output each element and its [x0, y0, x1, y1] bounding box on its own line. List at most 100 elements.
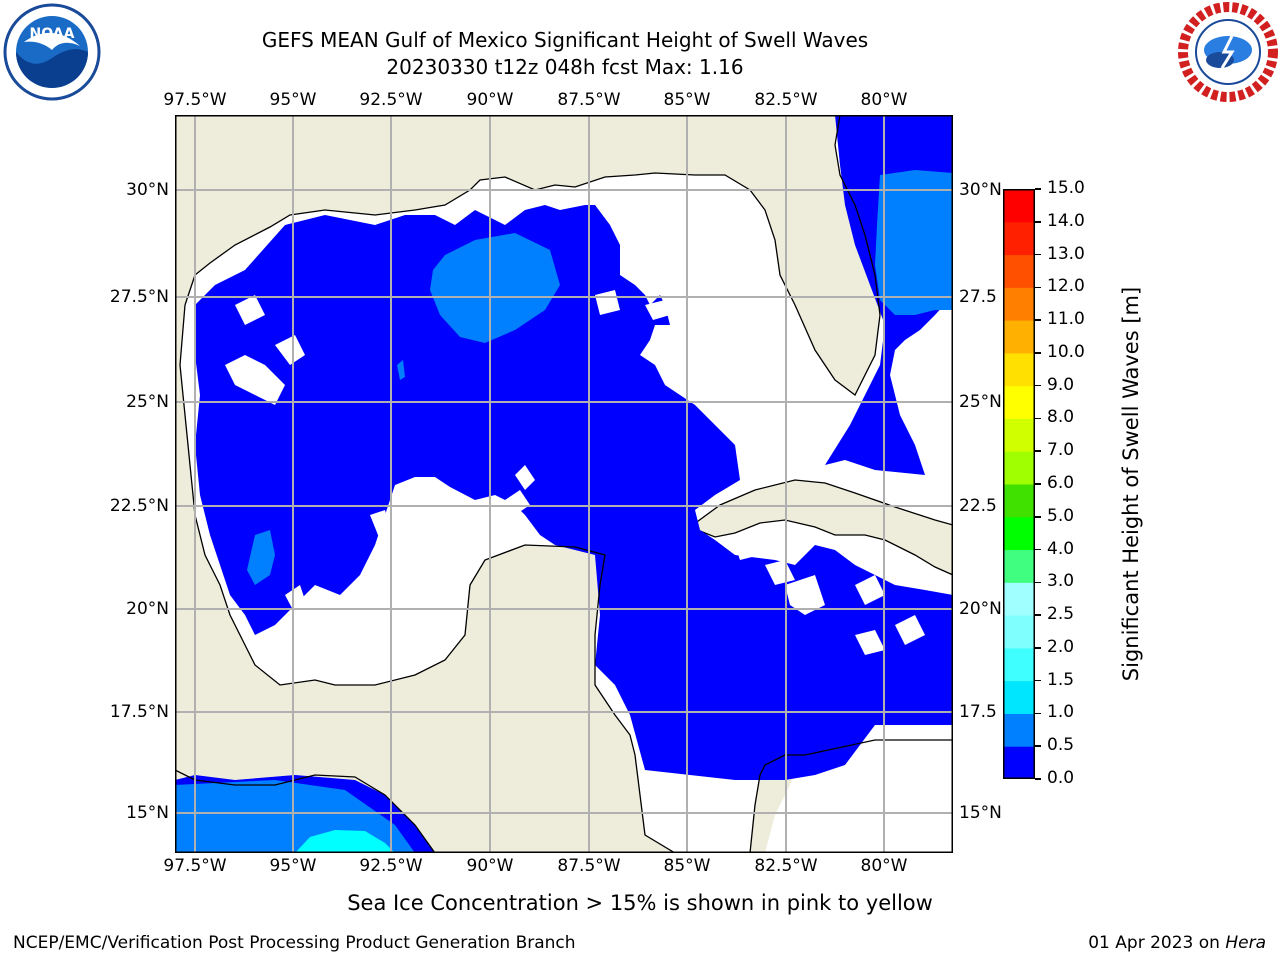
colorbar-swatch: [1003, 287, 1035, 321]
colorbar-tick-mark: [1035, 417, 1041, 420]
lat-tick-left: 30°N: [126, 180, 169, 200]
map-border: [175, 115, 953, 853]
colorbar-tick-mark: [1035, 253, 1041, 256]
colorbar-tick-mark: [1035, 450, 1041, 452]
colorbar-swatch: [1003, 320, 1035, 354]
lat-tick-left: 20°N: [126, 599, 169, 619]
colorbar-swatch: [1003, 254, 1035, 288]
colorbar-tick-label: 2.0: [1047, 636, 1075, 657]
colorbar-swatch: [1003, 385, 1035, 419]
colorbar-tick-label: 6.0: [1047, 473, 1075, 493]
colorbar-tick-label: 11.0: [1047, 309, 1085, 330]
lat-tick-left: 25°N: [126, 392, 169, 412]
colorbar-tick-label: 10.0: [1047, 341, 1085, 362]
colorbar-tick-label: 0.0: [1047, 768, 1075, 788]
colorbar-swatch: [1003, 451, 1035, 485]
lon-tick-bottom: 90°W: [466, 856, 514, 876]
colorbar-tick-mark: [1035, 319, 1041, 321]
lon-tick-bottom: 87.5°W: [557, 856, 621, 876]
nws-logo: [1178, 2, 1278, 102]
colorbar-swatch: [1003, 189, 1035, 223]
colorbar-swatches: [1003, 189, 1035, 780]
svg-text:NOAA: NOAA: [30, 26, 75, 42]
swell-1.0-1.5-region: [295, 830, 395, 853]
colorbar-tick-label: 1.5: [1047, 669, 1075, 690]
sea-ice-caption: Sea Ice Concentration > 15% is shown in …: [175, 891, 1105, 915]
cuba-landmass: [688, 479, 954, 577]
colorbar-tick-label: 7.0: [1047, 440, 1075, 461]
lon-tick-top: 97.5°W: [163, 90, 227, 110]
lon-tick-bottom: 85°W: [663, 856, 711, 876]
colorbar-tick-mark: [1035, 679, 1041, 682]
colorbar-tick-mark: [1035, 745, 1041, 747]
colorbar-tick-label: 4.0: [1047, 538, 1075, 559]
sea-ice-caption-text: Sea Ice Concentration > 15% is shown in …: [347, 891, 933, 915]
lat-tick-right: 27.5: [959, 287, 997, 307]
colorbar-tick-mark: [1035, 614, 1041, 616]
coastline: [174, 114, 953, 854]
lat-tick-left: 27.5°N: [109, 287, 169, 307]
lon-tick-bottom: 95°W: [269, 856, 317, 876]
colorbar-tick-mark: [1035, 647, 1041, 649]
colorbar-tick-label: 3.0: [1047, 571, 1075, 592]
lat-tick-left: 22.5°N: [109, 496, 169, 516]
colorbar-tick-label: 15.0: [1047, 178, 1085, 198]
lon-tick-top: 95°W: [269, 90, 317, 110]
footer-date: 01 Apr 2023 on: [1088, 933, 1226, 953]
map-panel: [174, 114, 954, 854]
colorbar-tick-mark: [1035, 483, 1041, 485]
colorbar-swatch: [1003, 484, 1035, 518]
colorbar-tick-mark: [1035, 581, 1041, 584]
colorbar-tick-mark: [1035, 221, 1041, 223]
map-subtitle: 20230330 t12z 048h fcst Max: 1.16: [386, 55, 744, 79]
colorbar-tick-label: 14.0: [1047, 210, 1085, 231]
lat-tick-right: 15°N: [959, 803, 1002, 823]
colorbar-tick-label: 1.0: [1047, 702, 1075, 723]
colorbar-swatch: [1003, 221, 1035, 256]
lat-tick-right: 22.5: [959, 496, 997, 516]
colorbar-swatch: [1003, 582, 1035, 616]
colorbar-tick-label: 13.0: [1047, 243, 1085, 264]
colorbar-ticks: 0.0 0.5 1.0 1.5 2.0 2.5 3.0 4.0 5.0 6.0 7.0 8.0 9.0 1…: [1035, 178, 1105, 788]
footer-timestamp: 01 Apr 2023 on Hera: [1088, 933, 1266, 953]
colorbar-tick-mark: [1035, 778, 1041, 780]
lat-tick-right: 25°N: [959, 392, 1002, 412]
colorbar: [1003, 189, 1035, 780]
lon-tick-top: 92.5°W: [359, 90, 423, 110]
colorbar-tick-mark: [1035, 352, 1041, 354]
colorbar-swatch: [1003, 418, 1035, 452]
colorbar-swatch: [1003, 352, 1035, 387]
lat-tick-left: 15°N: [126, 803, 169, 823]
lat-tick-right: 20°N: [959, 599, 1002, 619]
colorbar-tick-label: 5.0: [1047, 505, 1075, 526]
colorbar-swatch: [1003, 516, 1035, 551]
lon-tick-top: 87.5°W: [557, 90, 621, 110]
colorbar-label-container: Significant Height of Swell Waves [m]: [1104, 189, 1158, 779]
colorbar-swatch: [1003, 647, 1035, 682]
lon-tick-bottom: 80°W: [860, 856, 908, 876]
lon-tick-top: 90°W: [466, 90, 514, 110]
colorbar-tick-mark: [1035, 516, 1041, 518]
lon-tick-top: 82.5°W: [754, 90, 818, 110]
colorbar-tick-label: 9.0: [1047, 374, 1075, 395]
colorbar-tick-label: 2.5: [1047, 604, 1075, 625]
lon-tick-top: 80°W: [860, 90, 908, 110]
colorbar-tick-label: 0.5: [1047, 735, 1075, 756]
map-title: GEFS MEAN Gulf of Mexico Significant Hei…: [261, 28, 869, 52]
colorbar-swatch: [1003, 615, 1035, 649]
footer-credit: NCEP/EMC/Verification Post Processing Pr…: [13, 933, 576, 953]
colorbar-label: Significant Height of Swell Waves [m]: [1119, 286, 1143, 682]
lon-tick-bottom: 97.5°W: [163, 856, 227, 876]
lat-tick-right: 17.5: [959, 702, 997, 722]
footer-host: Hera: [1225, 933, 1266, 953]
colorbar-tick-label: 8.0: [1047, 407, 1075, 428]
colorbar-swatch: [1003, 746, 1035, 780]
lat-tick-right: 30°N: [959, 180, 1002, 200]
graticule: [175, 115, 953, 853]
colorbar-swatch: [1003, 549, 1035, 583]
colorbar-tick-mark: [1035, 384, 1041, 387]
colorbar-swatch: [1003, 680, 1035, 714]
colorbar-tick-mark: [1035, 286, 1041, 289]
colorbar-border: [1003, 189, 1035, 779]
lon-tick-bottom: 82.5°W: [754, 856, 818, 876]
